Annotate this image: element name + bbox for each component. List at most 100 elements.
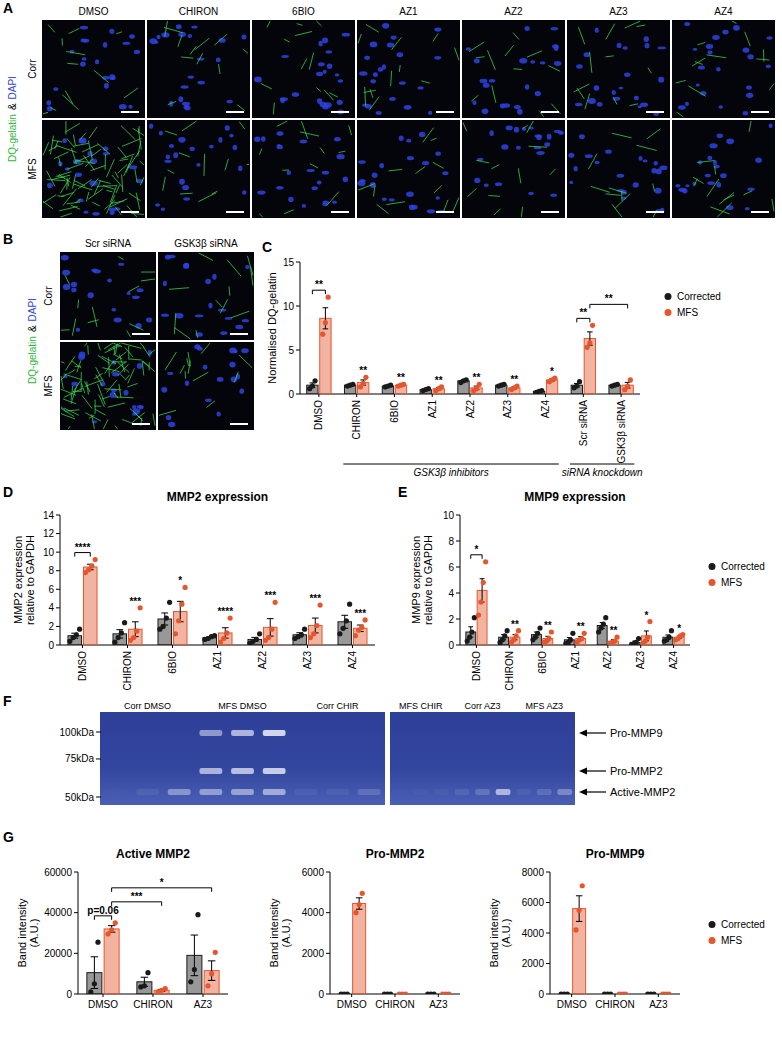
- row-label: MFS: [43, 375, 54, 396]
- gelatin-signal: [178, 35, 182, 47]
- gel-band: [475, 789, 490, 795]
- data-point: [302, 627, 307, 632]
- nucleus: [373, 72, 378, 77]
- gel-band: [455, 789, 470, 795]
- band-label: Pro-MMP2: [610, 765, 663, 777]
- y-tick: [296, 350, 300, 351]
- nucleus: [767, 36, 773, 39]
- gelatin-signal: [88, 189, 103, 199]
- x-tick: [545, 394, 546, 397]
- gelatin-signal: [528, 146, 546, 148]
- nucleus: [619, 87, 624, 90]
- gelatin-signal: [188, 352, 190, 366]
- data-point: [192, 967, 197, 972]
- x-tick-label: DMSO: [557, 999, 587, 1010]
- x-tick-label: CHIRON: [595, 999, 634, 1010]
- plot-area: [87, 912, 219, 994]
- gelatin-signal: [326, 192, 338, 206]
- significance-bracket: [112, 902, 162, 906]
- gel-band: [537, 768, 552, 774]
- y-tick-label: 0: [288, 389, 294, 400]
- data-point: [478, 600, 483, 605]
- nucleus: [466, 47, 471, 50]
- nucleus: [434, 27, 441, 31]
- nucleus: [111, 308, 116, 311]
- nucleus: [716, 67, 720, 72]
- nucleus: [302, 204, 306, 208]
- nucleus: [536, 135, 542, 140]
- y-tick: [74, 994, 78, 995]
- significance-bracket: [471, 555, 482, 559]
- nucleus: [376, 111, 382, 115]
- legend-marker: [665, 309, 672, 316]
- y-tick: [546, 933, 550, 934]
- gelatin-signal: [149, 362, 150, 370]
- nucleus: [387, 43, 395, 48]
- data-point: [388, 991, 393, 994]
- nucleus: [382, 23, 389, 29]
- x-tick-label: DMSO: [471, 651, 482, 681]
- significance-label: *: [178, 575, 182, 586]
- y-tick-label: 14: [43, 510, 55, 521]
- x-tick: [351, 994, 352, 997]
- gel-band: [104, 730, 127, 736]
- nucleus: [409, 205, 415, 210]
- nucleus: [419, 132, 425, 137]
- scale-bar: [132, 423, 150, 425]
- nucleus: [277, 145, 284, 150]
- gelatin-signal: [75, 199, 80, 203]
- y-tick-label: 2: [48, 621, 54, 632]
- data-point: [535, 631, 540, 636]
- nucleus: [746, 93, 753, 98]
- gelatin-signal: [65, 121, 66, 135]
- gelatin-signal: [103, 419, 108, 429]
- nucleus: [103, 42, 108, 48]
- y-tick-label: 5: [288, 345, 294, 356]
- x-tick: [507, 394, 508, 397]
- stain-part: DQ-gelatin: [27, 336, 38, 384]
- nucleus: [525, 26, 530, 31]
- nucleus: [435, 152, 441, 156]
- nucleus: [161, 387, 167, 393]
- scale-bar: [132, 333, 150, 335]
- nucleus: [474, 59, 480, 64]
- column-label: AZ1: [399, 6, 418, 17]
- nucleus: [327, 64, 333, 69]
- significance-label: *: [160, 877, 164, 888]
- column-label: 6BIO: [292, 6, 315, 17]
- significance-label: ***: [354, 608, 366, 619]
- error-bar: [587, 332, 593, 345]
- gelatin-signal: [694, 179, 698, 187]
- micrograph: [158, 342, 254, 430]
- gelatin-signal: [106, 159, 114, 177]
- error-bar: [625, 382, 631, 388]
- nucleus: [167, 372, 173, 375]
- nucleus: [178, 96, 183, 102]
- nucleus: [155, 203, 160, 207]
- nucleus: [359, 179, 366, 182]
- gelatin-signal: [88, 320, 99, 323]
- gelatin-signal: [118, 364, 129, 375]
- data-point: [213, 950, 218, 955]
- nucleus: [203, 365, 208, 370]
- band-arrowhead: [579, 789, 587, 796]
- nucleus: [133, 408, 140, 414]
- nucleus: [644, 36, 649, 42]
- nucleus: [197, 57, 204, 60]
- significance-label: **: [577, 621, 585, 632]
- nucleus: [372, 172, 378, 178]
- x-tick-label: AZ4: [347, 651, 358, 670]
- nucleus: [718, 105, 723, 109]
- micrograph-bg: [357, 120, 460, 218]
- nucleus: [389, 97, 396, 101]
- gel-band: [496, 789, 511, 795]
- nucleus: [684, 22, 690, 26]
- band-label: Pro-MMP9: [610, 727, 663, 739]
- gelatin-signal: [50, 136, 53, 155]
- gelatin-signal: [606, 194, 621, 195]
- data-point: [131, 635, 136, 640]
- y-axis: [460, 515, 461, 645]
- gelatin-signal: [121, 126, 136, 140]
- nucleus: [573, 166, 577, 171]
- x-tick-label: AZ1: [212, 651, 223, 670]
